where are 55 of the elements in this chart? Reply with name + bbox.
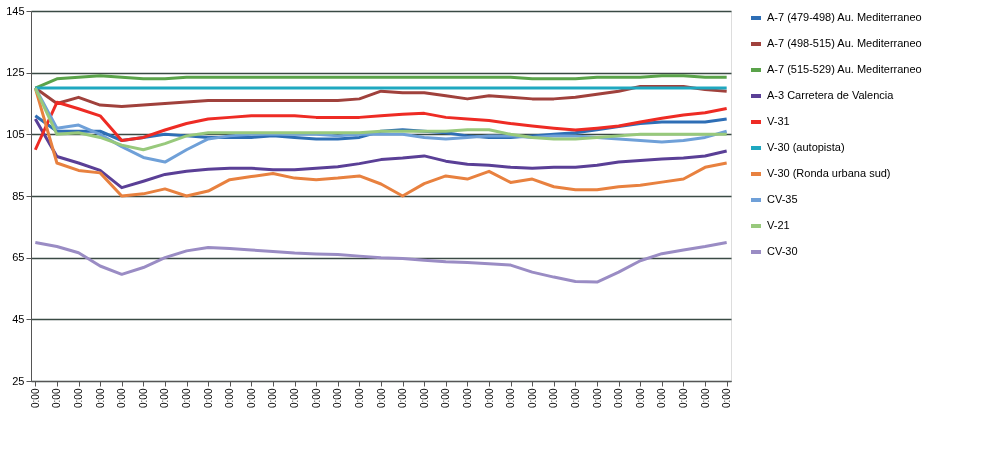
x-tick-label: 0:00 — [548, 388, 560, 408]
legend-label: V-30 (autopista) — [767, 141, 845, 153]
x-tick-label: 0:00 — [461, 388, 473, 408]
y-tick-label: 25 — [12, 374, 25, 387]
x-tick-label: 0:00 — [613, 388, 625, 408]
x-tick-label: 0:00 — [375, 388, 387, 408]
x-tick-label: 0:00 — [440, 388, 452, 408]
x-tick-label: 0:00 — [137, 388, 149, 408]
line-series — [33, 117, 729, 190]
x-tick-label: 0:00 — [289, 388, 301, 408]
x-tick-label: 0:00 — [721, 388, 733, 408]
legend-label: A-7 (515-529) Au. Mediterraneo — [767, 63, 922, 75]
x-tick-label: 0:00 — [159, 388, 171, 408]
y-tick-label: 45 — [12, 312, 25, 325]
x-tick-label: 0:00 — [116, 388, 128, 408]
y-tick-label: 65 — [12, 251, 25, 264]
x-tick-label: 0:00 — [51, 388, 63, 408]
line-series — [33, 86, 729, 152]
line-series — [33, 241, 729, 284]
legend-label: V-30 (Ronda urbana sud) — [767, 167, 891, 179]
x-tick-label: 0:00 — [677, 388, 689, 408]
legend-label: V-31 — [767, 115, 790, 127]
legend-label: V-21 — [767, 219, 790, 231]
y-tick-label: 145 — [6, 4, 25, 17]
legend-label: A-7 (479-498) Au. Mediterraneo — [767, 11, 922, 23]
y-tick-label: 85 — [12, 189, 25, 202]
x-tick-label: 0:00 — [202, 388, 214, 408]
x-tick-label: 0:00 — [224, 388, 236, 408]
legend-label: CV-35 — [767, 193, 798, 205]
x-tick-label: 0:00 — [181, 388, 193, 408]
x-tick-label: 0:00 — [483, 388, 495, 408]
x-tick-label: 0:00 — [656, 388, 668, 408]
y-tick-label: 105 — [6, 127, 25, 140]
x-tick-label: 0:00 — [73, 388, 85, 408]
line-series — [33, 100, 729, 152]
x-tick-label: 0:00 — [29, 388, 41, 408]
x-tick-label: 0:00 — [505, 388, 517, 408]
x-tick-label: 0:00 — [245, 388, 257, 408]
legend-label: CV-30 — [767, 245, 798, 257]
legend-label: A-7 (498-515) Au. Mediterraneo — [767, 37, 922, 49]
legend-label: A-3 Carretera de Valencia — [767, 89, 895, 101]
x-tick-label: 0:00 — [267, 388, 279, 408]
x-tick-label: 0:00 — [634, 388, 646, 408]
x-tick-label: 0:00 — [310, 388, 322, 408]
x-tick-label: 0:00 — [526, 388, 538, 408]
x-tick-label: 0:00 — [332, 388, 344, 408]
x-tick-label: 0:00 — [569, 388, 581, 408]
x-tick-label: 0:00 — [94, 388, 106, 408]
x-tick-label: 0:00 — [418, 388, 430, 408]
y-tick-label: 125 — [6, 66, 25, 79]
x-tick-label: 0:00 — [397, 388, 409, 408]
x-tick-label: 0:00 — [353, 388, 365, 408]
x-tick-label: 0:00 — [699, 388, 711, 408]
line-series — [33, 74, 729, 90]
x-tick-label: 0:00 — [591, 388, 603, 408]
